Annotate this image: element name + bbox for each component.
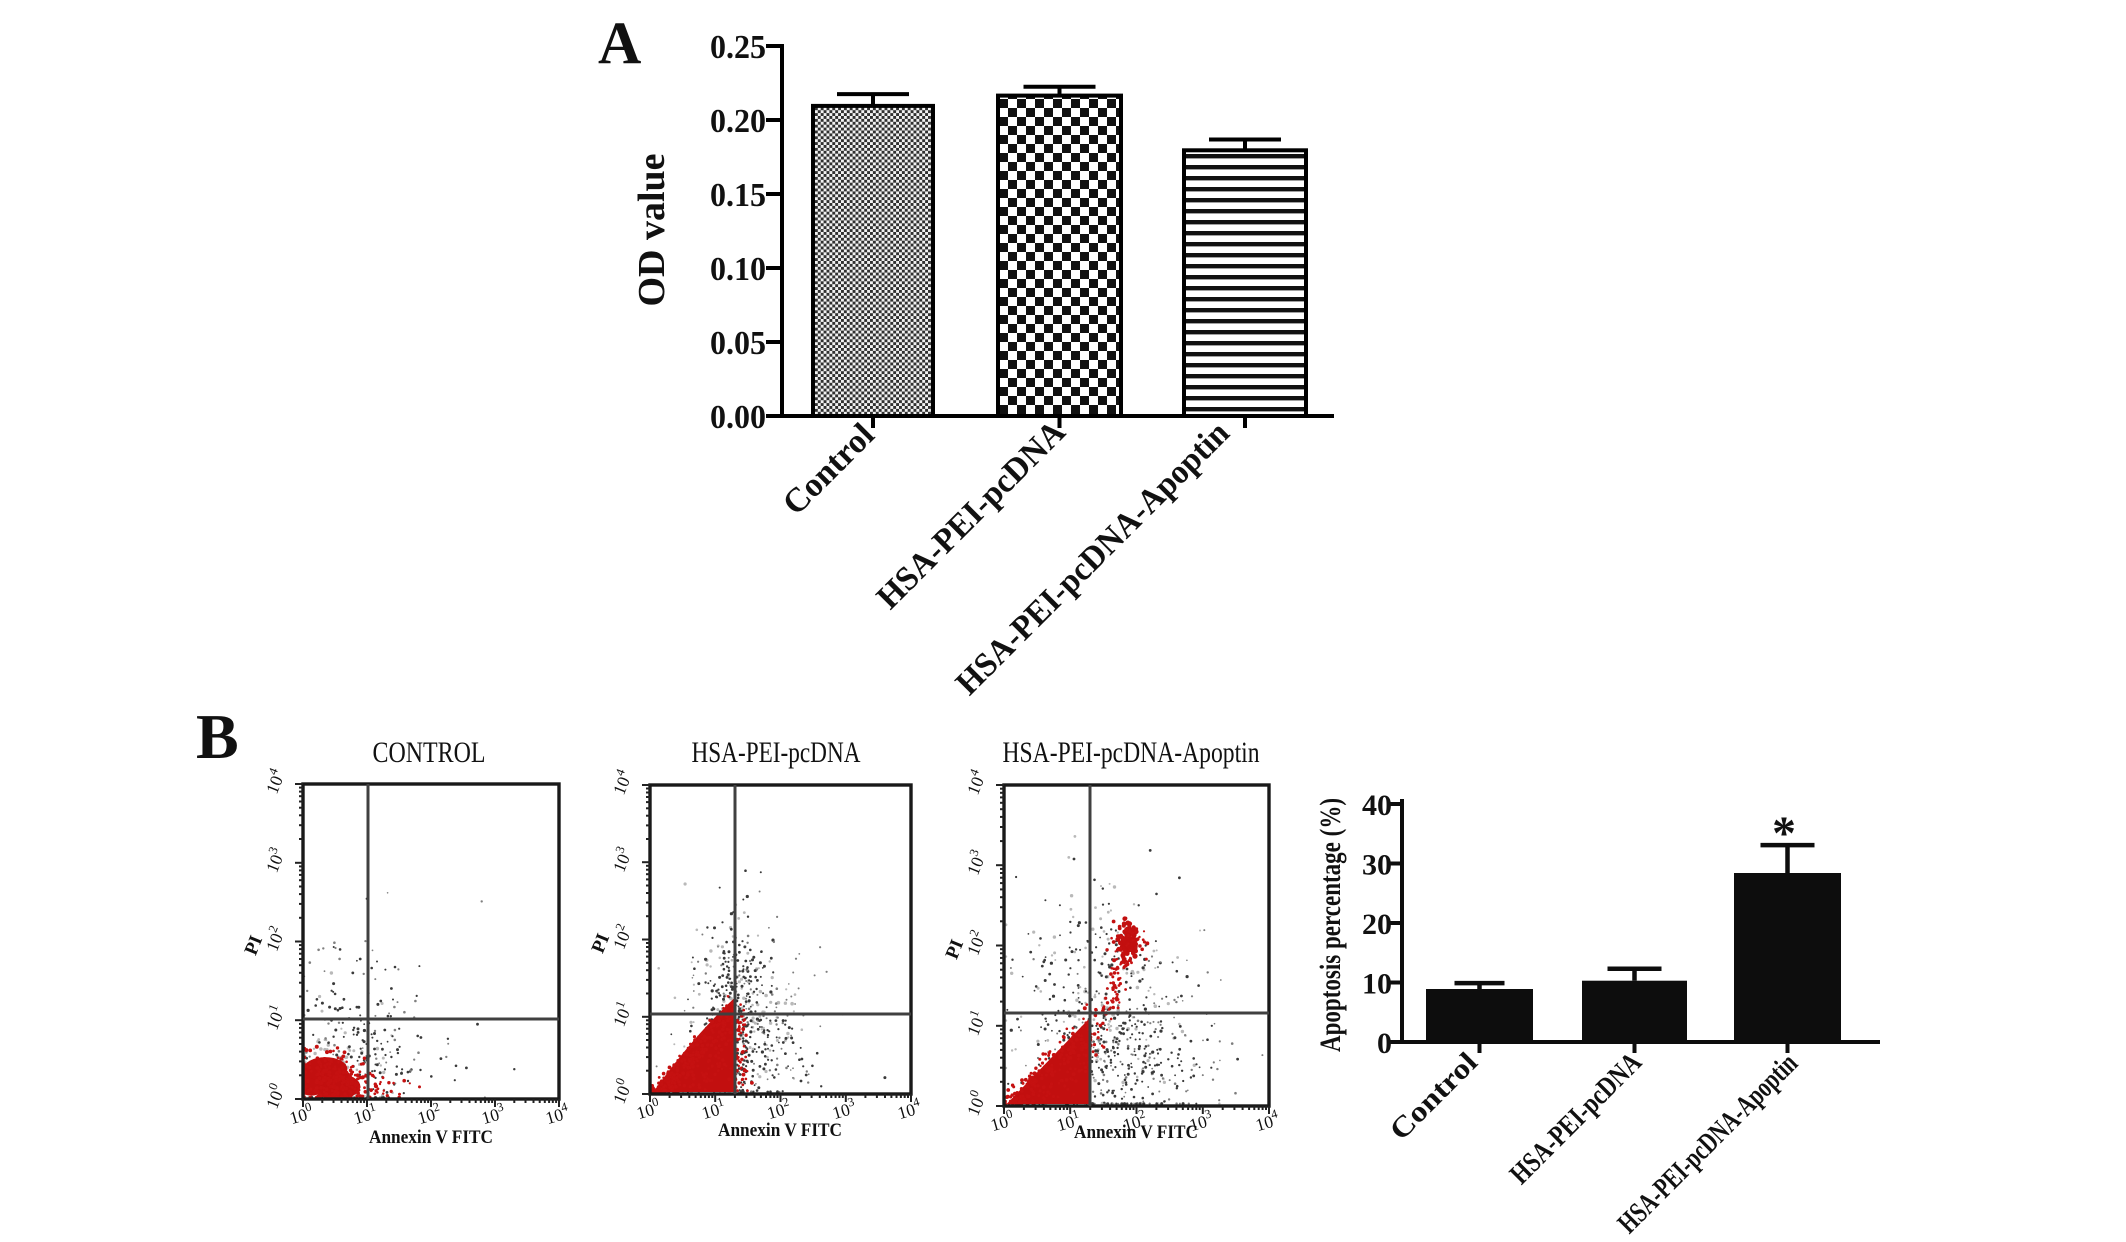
svg-text:HSA-PEI-pcDNA: HSA-PEI-pcDNA	[1504, 1046, 1648, 1190]
svg-text:100: 100	[286, 1099, 315, 1128]
svg-text:100: 100	[960, 1088, 990, 1119]
svg-text:OD value: OD value	[631, 153, 673, 306]
svg-text:PI: PI	[588, 931, 615, 956]
svg-text:HSA-PEI-pcDNA-Apoptin: HSA-PEI-pcDNA-Apoptin	[1003, 736, 1260, 769]
svg-text:PI: PI	[241, 933, 268, 958]
svg-text:0: 0	[1377, 1027, 1392, 1060]
svg-text:20: 20	[1362, 908, 1392, 941]
svg-text:101: 101	[606, 999, 636, 1030]
svg-text:102: 102	[764, 1094, 793, 1123]
svg-text:101: 101	[350, 1099, 379, 1128]
svg-text:0.10: 0.10	[710, 251, 766, 288]
svg-text:10: 10	[1362, 968, 1392, 1001]
svg-text:104: 104	[606, 766, 637, 797]
svg-text:100: 100	[633, 1094, 662, 1123]
svg-text:PI: PI	[942, 937, 969, 962]
svg-text:CONTROL: CONTROL	[373, 736, 486, 769]
svg-text:101: 101	[960, 1008, 990, 1039]
svg-text:104: 104	[894, 1094, 924, 1123]
svg-text:104: 104	[259, 765, 290, 796]
svg-text:A: A	[598, 10, 641, 76]
svg-text:104: 104	[960, 766, 991, 797]
svg-text:Control: Control	[1384, 1046, 1484, 1146]
svg-text:HSA-PEI-pcDNA-Apoptin: HSA-PEI-pcDNA-Apoptin	[949, 414, 1237, 702]
svg-text:104: 104	[542, 1099, 572, 1128]
svg-text:Apoptosis percentage (%): Apoptosis percentage (%)	[1314, 798, 1347, 1052]
svg-text:103: 103	[259, 845, 289, 876]
svg-text:100: 100	[987, 1106, 1016, 1135]
svg-text:0.25: 0.25	[710, 29, 766, 66]
svg-text:0.15: 0.15	[710, 177, 766, 214]
svg-text:104: 104	[1252, 1106, 1282, 1135]
svg-text:Annexin V FITC: Annexin V FITC	[369, 1127, 493, 1148]
svg-text:HSA-PEI-pcDNA: HSA-PEI-pcDNA	[692, 736, 861, 769]
svg-text:102: 102	[414, 1099, 443, 1128]
svg-text:Control: Control	[776, 416, 882, 522]
svg-text:100: 100	[259, 1081, 289, 1112]
svg-text:Annexin V FITC: Annexin V FITC	[718, 1120, 842, 1141]
svg-text:100: 100	[606, 1076, 636, 1107]
svg-text:103: 103	[960, 847, 990, 878]
svg-text:103: 103	[606, 844, 636, 875]
svg-text:0.00: 0.00	[710, 399, 766, 436]
svg-text:B: B	[196, 701, 239, 772]
svg-text:0.20: 0.20	[710, 103, 766, 140]
svg-text:101: 101	[259, 1002, 289, 1033]
svg-text:30: 30	[1362, 849, 1392, 882]
svg-text:Annexin V FITC: Annexin V FITC	[1074, 1122, 1198, 1143]
svg-text:101: 101	[699, 1094, 728, 1123]
svg-text:103: 103	[829, 1094, 858, 1123]
svg-text:103: 103	[478, 1099, 507, 1128]
svg-text:*: *	[1772, 807, 1796, 860]
svg-text:40: 40	[1362, 789, 1392, 822]
svg-text:0.05: 0.05	[710, 325, 766, 362]
